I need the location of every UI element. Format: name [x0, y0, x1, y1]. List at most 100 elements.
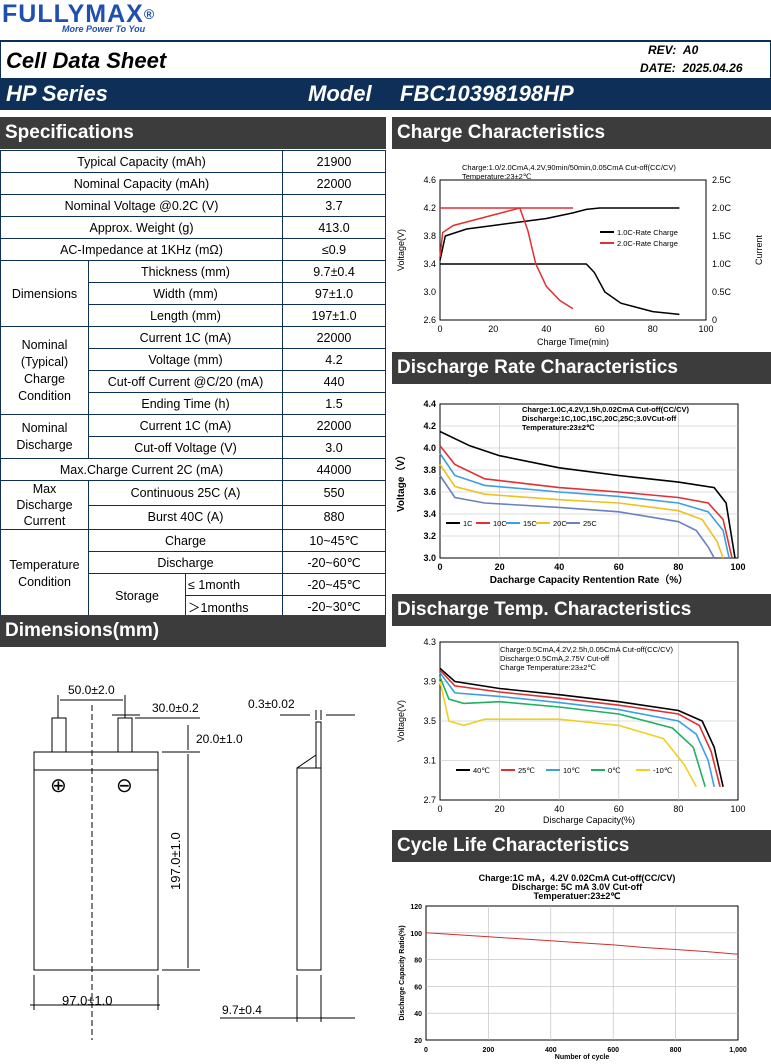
x-axis-label: Charge Time(min)	[537, 337, 609, 347]
legend-entry: 25℃	[518, 766, 535, 775]
annotation-text: Temperature:23±2℃	[522, 423, 595, 432]
annotation-text: Charge:0.5CmA,4.2V,2.5h,0.05CmA Cut-off(…	[500, 645, 674, 654]
discharge-temp-heading: Discharge Temp. Characteristics	[392, 594, 771, 626]
width-dim: 97.0±1.0	[62, 993, 113, 1008]
plot-frame	[425, 905, 739, 1041]
dimension-drawing: 50.0±2.0 30.0±0.2 0.3±0.02 20.0±1.0 197.…	[30, 683, 355, 1040]
y-tick-label: 4.3	[423, 637, 436, 647]
x-tick-label: 200	[483, 1047, 495, 1054]
series-line	[425, 932, 739, 955]
y-tick-label: 3.8	[423, 465, 436, 475]
x-tick-label: 0	[437, 324, 442, 334]
y-axis-label: Voltage（V）	[394, 450, 407, 512]
plot-frame	[439, 179, 707, 321]
y-tick-label: 4.0	[423, 443, 436, 453]
series-line	[439, 464, 724, 559]
model-label: Model	[308, 81, 372, 106]
x-axis-label: Discharge Capacity(%)	[543, 815, 635, 825]
legend-entry: -10℃	[653, 766, 673, 775]
revision: REV: A0	[648, 43, 699, 57]
charge-chart: 2.6 3.0 3.4 3.8 4.2 4.6 0 20 40 60 80 100 0 0.5C 1.0C 1…	[394, 152, 768, 348]
x-tick-label: 0	[437, 804, 442, 814]
y-tick-label: 2.6	[423, 315, 436, 325]
y2-tick-label: 1.5C	[712, 231, 732, 241]
discharge-temp-chart: 2.7 3.1 3.5 3.9 4.3 0 20 40 60 80 100 Discharge Cap…	[394, 630, 768, 826]
x-tick-label: 60	[595, 324, 605, 334]
x-tick-label: 20	[495, 804, 505, 814]
tab-thickness-dim: 0.3±0.02	[248, 697, 295, 711]
x-tick-label: 40	[554, 804, 564, 814]
date: DATE: 2025.04.26	[640, 61, 743, 75]
annotation-text: Temperatuer:23±2℃	[534, 891, 621, 901]
y-tick-label: 4.4	[423, 399, 436, 409]
legend-entry: 10℃	[563, 766, 580, 775]
tab-length-dim: 20.0±1.0	[196, 732, 243, 746]
series-current-line	[440, 207, 574, 310]
x-tick-label: 60	[614, 804, 624, 814]
x-tick-label: 20	[488, 324, 498, 334]
series-line	[439, 667, 724, 787]
y-tick-label: 3.4	[423, 259, 436, 269]
x-tick-label: 400	[545, 1047, 557, 1054]
y-tick-label: 3.8	[423, 231, 436, 241]
legend-entry: 2.0C-Rate Charge	[617, 239, 678, 248]
series-line	[439, 453, 730, 559]
y2-tick-label: 2.5C	[712, 175, 732, 185]
discharge-rate-chart: 3.0 3.2 3.4 3.6 3.8 4.0 4.2 4.4 0 20 40 60 80 100 Dach…	[394, 390, 768, 586]
y2-tick-label: 2.0C	[712, 203, 732, 213]
y-tick-label: 4.6	[423, 175, 436, 185]
y-axis-label: Discharge Capacity Ratio(%)	[399, 925, 406, 1020]
annotation-text: Temperature:23±2℃	[462, 172, 532, 181]
x-tick-label: 100	[698, 324, 713, 334]
x-axis-label: Number of cycle	[555, 1054, 610, 1061]
x-tick-label: 100	[730, 562, 745, 572]
y-tick-label: 3.0	[423, 287, 436, 297]
y-tick-label: 120	[410, 904, 422, 911]
negative-terminal-icon: ⊖	[116, 775, 133, 797]
legend-entry: 40℃	[473, 766, 490, 775]
series-line	[439, 669, 721, 787]
model-number: FBC10398198HP	[400, 81, 574, 106]
document-title: Cell Data Sheet	[6, 48, 167, 73]
y-tick-label: 80	[414, 958, 422, 965]
series-voltage-line	[439, 207, 680, 261]
brand-logo: FULLYMAX® More Power To You	[2, 0, 156, 34]
y2-tick-label: 0.5C	[712, 287, 732, 297]
y-axis-label: Voltage(V)	[396, 700, 406, 742]
charge-heading: Charge Characteristics	[392, 117, 771, 149]
discharge-rate-heading: Discharge Rate Characteristics	[392, 352, 771, 384]
length-dim: 197.0±1.0	[168, 832, 183, 890]
y-tick-label: 60	[414, 984, 422, 991]
cycle-life-chart: 20 40 60 80 100 120 0 200 400 600 800 1,000 Number o…	[394, 866, 768, 1062]
specifications-heading: Specifications	[0, 117, 386, 149]
y2-axis-label: Current	[754, 234, 764, 265]
y-tick-label: 3.9	[423, 677, 436, 687]
x-tick-label: 0	[437, 562, 442, 572]
annotation-text: Charge:1.0C,4.2V,1.5h,0.02CmA Cut-off(CC…	[522, 405, 689, 414]
y-tick-label: 100	[410, 931, 422, 938]
y-tick-label: 4.2	[423, 203, 436, 213]
y-tick-label: 40	[414, 1011, 422, 1018]
x-tick-label: 100	[730, 804, 745, 814]
x-tick-label: 40	[554, 562, 564, 572]
legend-entry: 10C	[493, 519, 507, 528]
series-line	[439, 430, 736, 559]
positive-terminal-icon: ⊕	[50, 775, 67, 797]
thickness-dim: 9.7±0.4	[222, 1003, 262, 1017]
tagline: More Power To You	[62, 24, 146, 34]
legend-entry: 25C	[583, 519, 597, 528]
cycle-heading: Cycle Life Characteristics	[392, 830, 771, 862]
y-axis-label: Voltage(V)	[396, 229, 406, 271]
x-tick-label: 1,000	[729, 1047, 747, 1054]
annotation-text: Charge:1.0/2.0CmA,4.2V,90min/50min,0.05C…	[462, 163, 676, 172]
legend-entry: 15C	[523, 519, 537, 528]
x-tick-label: 60	[614, 562, 624, 572]
x-tick-label: 600	[607, 1047, 619, 1054]
x-tick-label: 20	[495, 562, 505, 572]
legend-entry: 1C	[463, 519, 473, 528]
annotation-text: Charge:1C mA，4.2V 0.02CmA Cut-off(CC/CV)	[479, 873, 676, 883]
legend-entry: 0℃	[608, 766, 621, 775]
y-tick-label: 3.2	[423, 531, 436, 541]
y-tick-label: 3.0	[423, 553, 436, 563]
